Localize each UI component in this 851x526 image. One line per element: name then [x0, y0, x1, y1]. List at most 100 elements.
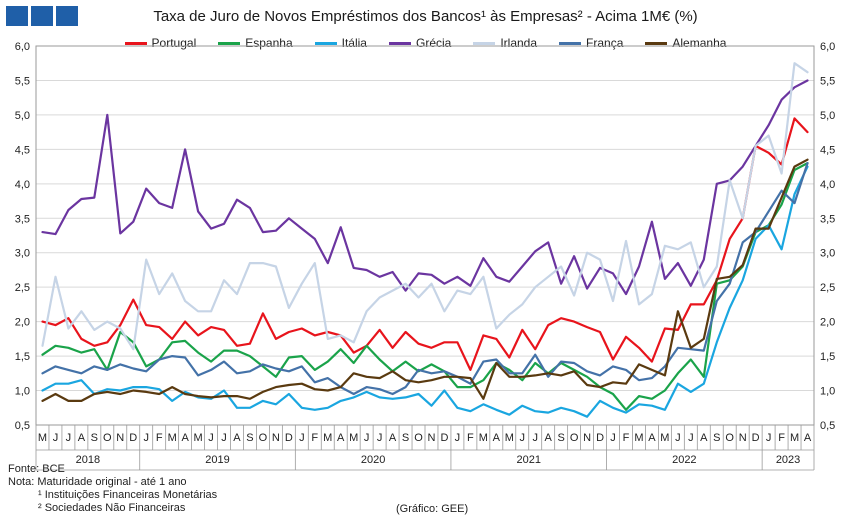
- x-month-label: A: [648, 432, 656, 444]
- y-tick-label-right: 1,5: [820, 351, 835, 363]
- series-line-frança: [41, 162, 809, 396]
- x-month-label: F: [311, 432, 318, 444]
- source-text: Fonte: BCE: [8, 463, 65, 475]
- x-month-label: M: [479, 432, 488, 444]
- series-line-irlanda: [41, 62, 809, 351]
- y-tick-label-left: 1,0: [15, 386, 30, 398]
- x-year-label: 2023: [776, 454, 800, 466]
- x-month-label: O: [725, 432, 734, 444]
- x-month-label: O: [259, 432, 268, 444]
- logo-block-3: [56, 6, 78, 26]
- credit-text: (Gráfico: GEE): [396, 503, 469, 515]
- x-month-label: O: [570, 432, 579, 444]
- y-tick-label-left: 6,0: [15, 41, 30, 53]
- y-tick-label-right: 5,5: [820, 75, 835, 87]
- legend-swatch: [388, 41, 411, 45]
- x-month-label: D: [752, 432, 760, 444]
- x-month-label: M: [505, 432, 514, 444]
- x-month-label: J: [455, 432, 461, 444]
- x-month-label: A: [700, 432, 708, 444]
- x-year-label: 2021: [516, 454, 540, 466]
- x-month-label: J: [766, 432, 772, 444]
- logo: [6, 6, 78, 26]
- x-month-label: D: [440, 432, 448, 444]
- y-tick-label-left: 1,5: [15, 351, 30, 363]
- x-month-label: J: [66, 432, 72, 444]
- x-month-label: D: [596, 432, 604, 444]
- x-month-label: D: [285, 432, 293, 444]
- footnote-2: ² Sociedades Não Financeiras: [38, 502, 186, 514]
- y-tick-label-left: 2,5: [15, 282, 30, 294]
- x-month-label: J: [221, 432, 227, 444]
- x-month-label: A: [78, 432, 86, 444]
- x-month-label: S: [91, 432, 98, 444]
- x-month-label: J: [364, 432, 370, 444]
- note-text: Nota: Maturidade original - até 1 ano: [8, 476, 187, 488]
- x-month-label: F: [778, 432, 785, 444]
- x-month-label: S: [557, 432, 564, 444]
- y-tick-label-right: 4,0: [820, 179, 835, 191]
- x-month-label: A: [181, 432, 189, 444]
- legend-swatch: [124, 41, 147, 45]
- y-tick-label-left: 2,0: [15, 317, 30, 329]
- y-tick-label-left: 3,5: [15, 213, 30, 225]
- x-year-label: 2019: [205, 454, 229, 466]
- x-month-label: A: [493, 432, 501, 444]
- x-month-label: F: [623, 432, 630, 444]
- x-month-label: J: [53, 432, 59, 444]
- y-tick-label-right: 5,0: [820, 110, 835, 122]
- footnote-1: ¹ Instituições Financeiras Monetárias: [38, 489, 218, 501]
- x-month-label: A: [389, 432, 397, 444]
- x-month-label: M: [790, 432, 799, 444]
- logo-block-2: [31, 6, 53, 26]
- x-month-label: M: [38, 432, 47, 444]
- chart-footer: Fonte: BCE Nota: Maturidade original - a…: [8, 463, 217, 515]
- x-month-label: A: [804, 432, 812, 444]
- y-tick-label-right: 1,0: [820, 386, 835, 398]
- x-month-label: S: [402, 432, 409, 444]
- x-month-label: M: [168, 432, 177, 444]
- x-month-label: S: [713, 432, 720, 444]
- x-month-label: F: [467, 432, 474, 444]
- x-year-label: 2022: [672, 454, 696, 466]
- legend-swatch: [218, 41, 241, 45]
- x-month-label: J: [143, 432, 149, 444]
- x-month-label: S: [246, 432, 253, 444]
- x-month-label: M: [349, 432, 358, 444]
- x-month-label: J: [299, 432, 305, 444]
- x-month-label: D: [129, 432, 137, 444]
- x-month-label: M: [323, 432, 332, 444]
- y-tick-label-right: 3,5: [820, 213, 835, 225]
- y-tick-label-right: 2,5: [820, 282, 835, 294]
- x-month-label: J: [610, 432, 616, 444]
- x-month-label: N: [583, 432, 591, 444]
- x-month-label: M: [634, 432, 643, 444]
- x-month-label: M: [193, 432, 202, 444]
- series-line-espanha: [41, 162, 809, 411]
- legend-swatch: [559, 41, 582, 45]
- x-month-label: J: [688, 432, 694, 444]
- y-tick-label-left: 5,5: [15, 75, 30, 87]
- x-month-label: O: [103, 432, 112, 444]
- x-month-label: A: [545, 432, 553, 444]
- y-tick-label-right: 3,0: [820, 248, 835, 260]
- series-line-portugal: [41, 117, 809, 371]
- legend-swatch: [645, 41, 668, 45]
- series-line-alemanha: [41, 158, 809, 402]
- x-month-label: F: [156, 432, 163, 444]
- x-month-label: A: [337, 432, 345, 444]
- series-line-grécia: [41, 79, 809, 296]
- x-month-label: N: [428, 432, 436, 444]
- y-tick-label-left: 0,5: [15, 420, 30, 432]
- y-tick-label-right: 0,5: [820, 420, 835, 432]
- x-year-label: 2018: [76, 454, 100, 466]
- y-tick-label-left: 4,5: [15, 144, 30, 156]
- y-tick-label-right: 6,0: [820, 41, 835, 53]
- x-month-label: N: [272, 432, 280, 444]
- x-month-label: J: [520, 432, 526, 444]
- x-month-label: N: [739, 432, 747, 444]
- logo-block-1: [6, 6, 28, 26]
- y-tick-label-left: 5,0: [15, 110, 30, 122]
- x-month-label: J: [377, 432, 383, 444]
- y-tick-label-left: 3,0: [15, 248, 30, 260]
